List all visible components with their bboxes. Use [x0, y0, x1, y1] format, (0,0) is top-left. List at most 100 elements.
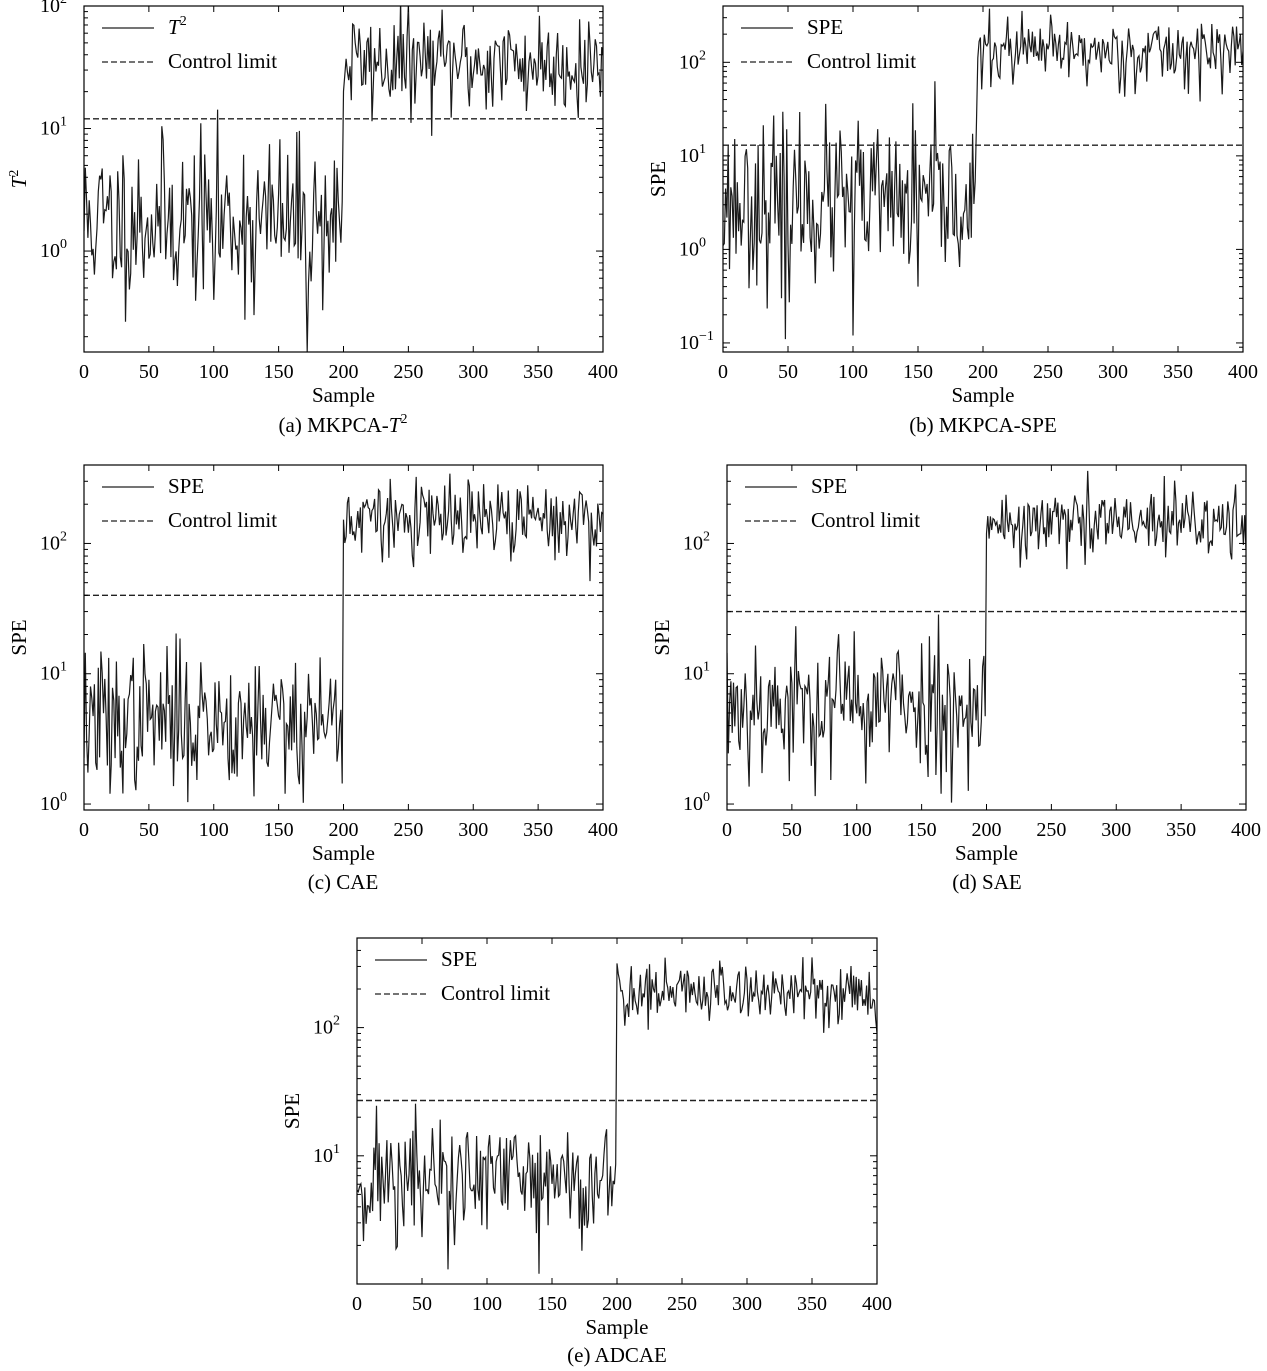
panel-caption: (c) CAE: [308, 870, 379, 894]
legend: T2 Control limit: [102, 14, 277, 73]
series-line-spe: [723, 8, 1243, 340]
y-tick-label: 101: [683, 660, 710, 685]
x-tick-label: 200: [329, 361, 359, 383]
legend-label: Control limit: [168, 508, 277, 532]
y-tick-label: 102: [40, 0, 67, 17]
x-tick-label: 150: [264, 819, 294, 841]
x-tick-label: 300: [732, 1293, 762, 1315]
x-tick-label: 300: [1101, 819, 1131, 841]
y-tick-label: 101: [313, 1142, 340, 1167]
x-tick-label: 0: [352, 1293, 362, 1315]
legend-label: SPE: [807, 15, 843, 39]
y-tick-label: 100: [679, 235, 706, 260]
x-tick-label: 350: [797, 1293, 827, 1315]
panel-caption: (d) SAE: [952, 870, 1021, 894]
legend: SPE Control limit: [375, 947, 550, 1005]
chart-panel-e: 0 50 100 150 200 250 300 350 400101102SampleSPES…: [280, 937, 892, 1367]
legend: SPE Control limit: [745, 474, 920, 532]
legend-label: Control limit: [807, 49, 916, 73]
y-tick-label: 102: [683, 529, 710, 554]
x-tick-label: 400: [862, 1293, 892, 1315]
x-tick-label: 250: [1036, 819, 1066, 841]
x-tick-label: 50: [412, 1293, 432, 1315]
y-axis-label: SPE: [7, 619, 31, 655]
legend-label: SPE: [811, 474, 847, 498]
x-tick-label: 400: [1228, 361, 1258, 383]
x-tick-label: 200: [968, 361, 998, 383]
y-axis-label: SPE: [650, 619, 674, 655]
x-tick-label: 350: [1166, 819, 1196, 841]
x-tick-label: 400: [588, 819, 618, 841]
x-tick-label: 250: [393, 361, 423, 383]
y-tick-label: 100: [683, 790, 710, 815]
x-tick-label: 150: [264, 361, 294, 383]
x-tick-label: 250: [667, 1293, 697, 1315]
y-tick-label: 102: [40, 529, 67, 554]
x-tick-label: 100: [838, 361, 868, 383]
x-tick-label: 50: [139, 819, 159, 841]
panel-caption: (a) MKPCA-T2: [279, 412, 408, 437]
x-tick-label: 100: [472, 1293, 502, 1315]
legend-label: SPE: [441, 947, 477, 971]
legend-label: SPE: [168, 474, 204, 498]
x-tick-label: 200: [329, 819, 359, 841]
chart-panel-b: 0 50 100 150 200 250 300 350 400 10−1 100 101 102 Sam…: [646, 5, 1258, 437]
legend-label: Control limit: [441, 981, 550, 1005]
x-tick-label: 350: [523, 819, 553, 841]
x-tick-label: 350: [1163, 361, 1193, 383]
panel-caption: (b) MKPCA-SPE: [909, 413, 1057, 437]
series-line-spe: [727, 470, 1246, 803]
x-tick-label: 400: [588, 361, 618, 383]
x-tick-label: 100: [199, 819, 229, 841]
x-tick-label: 250: [393, 819, 423, 841]
legend-label: Control limit: [168, 49, 277, 73]
x-tick-label: 350: [523, 361, 553, 383]
x-tick-label: 150: [907, 819, 937, 841]
x-axis-label: Sample: [312, 383, 375, 407]
x-tick-label: 300: [458, 361, 488, 383]
x-tick-label: 200: [972, 819, 1002, 841]
x-tick-label: 0: [79, 361, 89, 383]
y-tick-label: 102: [313, 1014, 340, 1039]
x-axis-label: Sample: [952, 383, 1015, 407]
y-tick-label: 101: [679, 142, 706, 167]
legend: SPE Control limit: [741, 15, 916, 73]
y-tick-label: 101: [40, 115, 67, 140]
x-tick-label: 0: [79, 819, 89, 841]
x-tick-label: 300: [458, 819, 488, 841]
y-tick-label: 100: [40, 237, 67, 262]
x-axis-label: Sample: [312, 841, 375, 865]
x-tick-label: 200: [602, 1293, 632, 1315]
legend-label: Control limit: [811, 508, 920, 532]
y-tick-label: 102: [679, 48, 706, 73]
y-tick-label: 101: [40, 660, 67, 685]
x-axis-label: Sample: [955, 841, 1018, 865]
x-tick-label: 250: [1033, 361, 1063, 383]
panel-caption: (e) ADCAE: [567, 1343, 667, 1367]
x-tick-label: 50: [778, 361, 798, 383]
y-axis-label: SPE: [280, 1093, 304, 1129]
legend: SPE Control limit: [102, 474, 277, 532]
x-tick-label: 0: [722, 819, 732, 841]
x-tick-label: 400: [1231, 819, 1261, 841]
x-tick-label: 50: [782, 819, 802, 841]
y-axis-label: SPE: [646, 161, 670, 197]
y-tick-label: 10−1: [679, 329, 714, 354]
series-line-spe: [84, 473, 603, 803]
series-line-t: [84, 6, 603, 352]
x-tick-label: 100: [199, 361, 229, 383]
chart-panel-d: 0 50 100 150 200 250 300 350 400 100 101 102 Sample S…: [650, 464, 1261, 894]
y-axis-label: T2: [7, 170, 31, 189]
chart-panel-a: 0 50 100 150 200 250 300 350 400 100 101 102 Sample T…: [7, 0, 618, 437]
x-tick-label: 150: [903, 361, 933, 383]
y-tick-label: 100: [40, 790, 67, 815]
x-tick-label: 300: [1098, 361, 1128, 383]
x-tick-label: 150: [537, 1293, 567, 1315]
x-tick-label: 0: [718, 361, 728, 383]
x-tick-label: 50: [139, 361, 159, 383]
series-line-spe: [357, 957, 877, 1274]
x-tick-label: 100: [842, 819, 872, 841]
legend-label: T2: [168, 14, 187, 39]
x-axis-label: Sample: [586, 1315, 649, 1339]
